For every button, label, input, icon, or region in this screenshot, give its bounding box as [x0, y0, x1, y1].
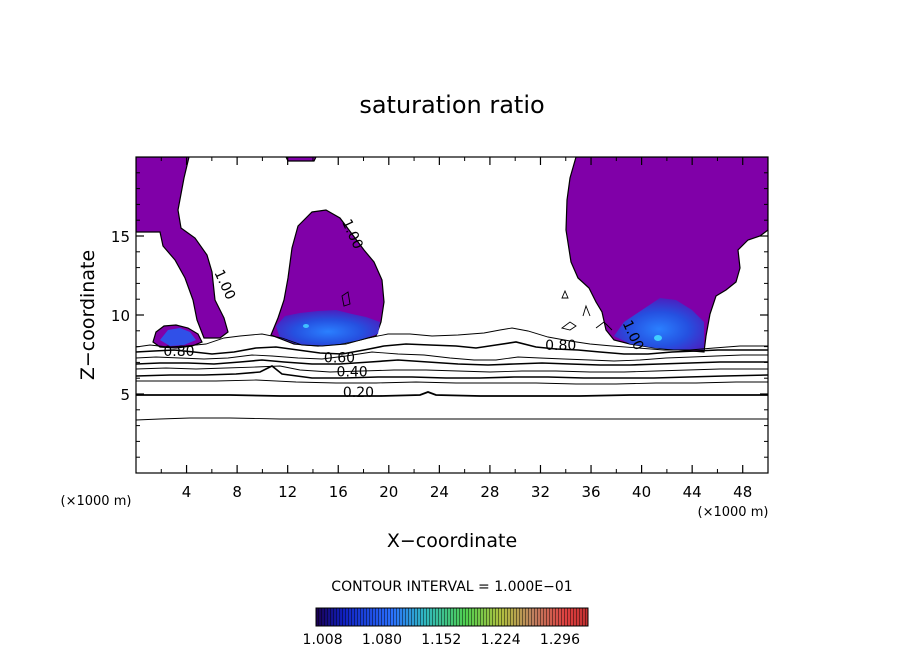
- supersaturated-region-left: [136, 157, 229, 339]
- x-tick-label: 16: [329, 483, 348, 501]
- x-tick-label: 36: [581, 483, 600, 501]
- high-saturation-blob-right: [614, 298, 704, 350]
- colorbar-label: 1.080: [362, 632, 402, 648]
- y-tick-label: 5: [120, 386, 130, 404]
- x-tick-label: 4: [182, 483, 192, 501]
- unit-contour-fragments: [341, 289, 613, 331]
- colorbar-label: 1.152: [421, 632, 461, 648]
- contour-line-0.70: [136, 351, 768, 362]
- cyan-spot-right: [654, 335, 662, 341]
- contour-label: 0.80: [545, 338, 576, 354]
- y-axis-title: Z−coordinate: [77, 250, 99, 380]
- colorbar-segments: [316, 608, 588, 626]
- plot-area: [136, 157, 768, 421]
- contour-line-0.20: [136, 391, 768, 397]
- contour-label: 0.40: [337, 365, 368, 381]
- x-tick-label: 40: [632, 483, 651, 501]
- y-tick-label: 10: [111, 307, 130, 325]
- contour-line-0.50: [136, 365, 768, 373]
- chart-title: saturation ratio: [359, 91, 544, 119]
- x-tick-label: 48: [733, 483, 752, 501]
- contour-label: 0.60: [324, 350, 355, 366]
- contour-line-0.40: [136, 365, 768, 379]
- contour-line-0.10: [136, 417, 768, 421]
- y-tick-label: 15: [111, 228, 130, 246]
- colorbar-label: 1.008: [303, 632, 343, 648]
- contour-interval-text: CONTOUR INTERVAL = 1.000E−01: [331, 579, 572, 595]
- x-tick-label: 44: [683, 483, 702, 501]
- cyan-spot-middle: [303, 324, 309, 328]
- contour-line-0.90: [136, 327, 768, 351]
- colorbar: 1.008 1.080 1.152 1.224 1.296: [303, 607, 589, 648]
- x-tick-label: 24: [430, 483, 449, 501]
- contour-lines: [136, 327, 768, 421]
- colorbar-label: 1.296: [540, 632, 580, 648]
- contour-line-0.80: [136, 341, 768, 355]
- colorbar-label: 1.224: [481, 632, 521, 648]
- x-tick-label: 12: [278, 483, 297, 501]
- x-tick-label: 20: [379, 483, 398, 501]
- contour-line-0.60: [136, 359, 768, 366]
- contour-label: 0.80: [163, 344, 194, 360]
- contour-line-0.30: [136, 379, 768, 385]
- colorbar-tick-labels: 1.008 1.080 1.152 1.224 1.296: [303, 632, 581, 648]
- contour-label: 0.20: [343, 385, 374, 401]
- x-unit-left: (×1000 m): [61, 494, 132, 509]
- x-tick-label: 32: [531, 483, 550, 501]
- x-unit-right: (×1000 m): [698, 505, 769, 520]
- high-saturation-blob-middle: [276, 310, 380, 346]
- x-tick-label: 28: [480, 483, 499, 501]
- x-tick-label: 8: [232, 483, 242, 501]
- x-axis-title: X−coordinate: [387, 530, 517, 552]
- high-saturation-blob-small: [160, 328, 196, 346]
